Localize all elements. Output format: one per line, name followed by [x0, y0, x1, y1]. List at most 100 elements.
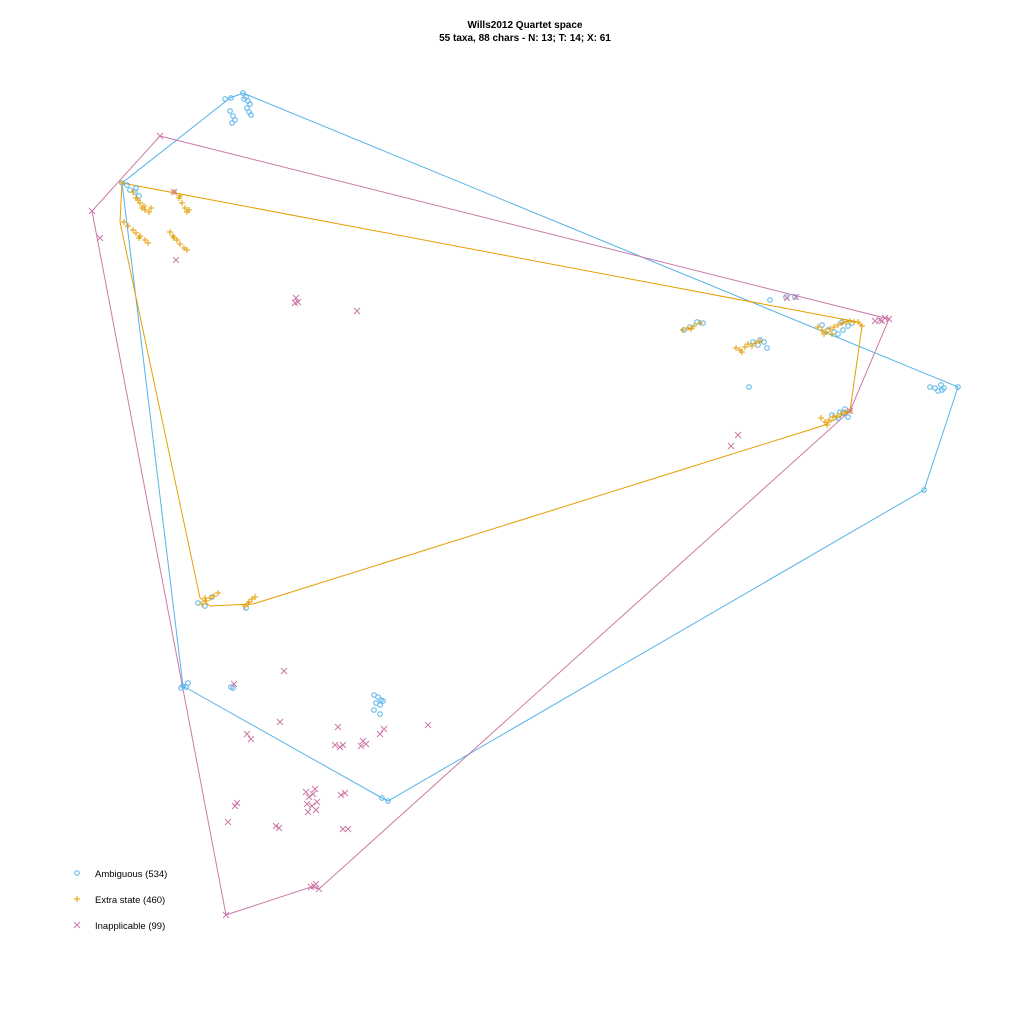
point-inapplicable-b [341, 789, 349, 797]
point-inapplicable [878, 317, 886, 325]
point-extra-state [855, 319, 861, 325]
point-inapplicable-b [231, 802, 239, 810]
point-extra-state [680, 327, 686, 333]
legend-marker-inapplicable [73, 921, 81, 929]
legend: Ambiguous (534) Extra state (460) Inappl… [73, 869, 167, 932]
point-extra-state [742, 344, 748, 350]
point-extra-state [847, 318, 853, 324]
point-ambiguous [921, 487, 927, 493]
point-ambiguous [371, 707, 377, 713]
point-extra-state [202, 595, 208, 601]
point-ambiguous [845, 323, 851, 329]
point-ambiguous [380, 698, 386, 704]
point-extra-state [184, 247, 190, 253]
point-inapplicable-b [878, 317, 886, 325]
point-inapplicable [424, 721, 432, 729]
point-inapplicable [276, 718, 284, 726]
point-inapplicable-b [292, 294, 300, 302]
point-inapplicable-b [871, 317, 879, 325]
point-inapplicable-b [230, 680, 238, 688]
point-ambiguous [229, 120, 235, 126]
point-ambiguous [377, 711, 383, 717]
point-extra-state [167, 229, 173, 235]
point-ambiguous [183, 684, 189, 690]
point-inapplicable-b [334, 723, 342, 731]
point-inapplicable [311, 785, 319, 793]
hull-extra-state [119, 182, 863, 607]
point-inapplicable-b [315, 885, 323, 893]
point-ambiguous [694, 319, 700, 325]
legend-marker-extra-state [74, 896, 80, 902]
point-extra-state [179, 200, 185, 206]
point-inapplicable [224, 818, 232, 826]
point-ambiguous [840, 327, 846, 333]
point-extra-state [859, 323, 865, 329]
point-inapplicable [88, 207, 96, 215]
point-extra-state [835, 322, 841, 328]
point-ambiguous [247, 101, 253, 107]
point-extra-state [136, 235, 142, 241]
point-inapplicable-b [310, 882, 318, 890]
point-ambiguous [761, 339, 767, 345]
point-inapplicable [727, 442, 735, 450]
point-inapplicable-b [309, 790, 317, 798]
point-extra-state [133, 230, 139, 236]
point-extra-state [815, 324, 821, 330]
point-inapplicable-b [380, 725, 388, 733]
point-extra-state [839, 320, 845, 326]
legend-item-extra-state: Extra state (460) [74, 895, 165, 906]
point-inapplicable [846, 407, 854, 415]
point-inapplicable [230, 680, 238, 688]
legend-label-ambiguous: Ambiguous (534) [95, 869, 167, 880]
point-ambiguous [195, 600, 201, 606]
point-inapplicable [275, 824, 283, 832]
point-extra-state [745, 341, 751, 347]
point-inapplicable [341, 789, 349, 797]
point-extra-state [135, 197, 141, 203]
point-ambiguous [228, 95, 234, 101]
point-extra-state [821, 331, 827, 337]
point-inapplicable-b [339, 825, 347, 833]
point-extra-state [252, 594, 258, 600]
point-inapplicable-b [337, 791, 345, 799]
point-extra-state [691, 323, 697, 329]
point-inapplicable-b [336, 743, 344, 751]
point-inapplicable-b [272, 822, 280, 830]
point-extra-state [843, 319, 849, 325]
point-inapplicable [233, 799, 241, 807]
point-inapplicable [336, 743, 344, 751]
point-inapplicable [885, 315, 893, 323]
point-inapplicable [344, 825, 352, 833]
point-inapplicable [310, 882, 318, 890]
point-inapplicable-b [170, 188, 178, 196]
point-inapplicable [170, 188, 178, 196]
point-inapplicable-b [357, 742, 365, 750]
point-extra-state [842, 409, 848, 415]
legend-marker-x [73, 921, 81, 929]
point-ambiguous [792, 294, 798, 300]
point-inapplicable-b [424, 721, 432, 729]
point-inapplicable-b [243, 730, 251, 738]
point-ambiguous [227, 108, 233, 114]
point-inapplicable [871, 317, 879, 325]
point-extra-state [830, 414, 836, 420]
legend-marker-inapplicable-b [73, 921, 81, 929]
hull-ambiguous [121, 92, 959, 802]
point-extra-state [831, 324, 837, 330]
point-extra-state [838, 411, 844, 417]
point-inapplicable [362, 740, 370, 748]
point-ambiguous [750, 339, 756, 345]
point-ambiguous [248, 112, 254, 118]
point-ambiguous [835, 331, 841, 337]
point-extra-state [141, 203, 147, 209]
convex-hulls [91, 92, 959, 916]
point-extra-state [824, 422, 830, 428]
point-extra-state [749, 343, 755, 349]
point-ambiguous [764, 345, 770, 351]
point-inapplicable [313, 798, 321, 806]
point-extra-state [177, 193, 183, 199]
point-inapplicable-b [783, 294, 791, 302]
point-extra-state [215, 590, 221, 596]
point-inapplicable-b [224, 818, 232, 826]
